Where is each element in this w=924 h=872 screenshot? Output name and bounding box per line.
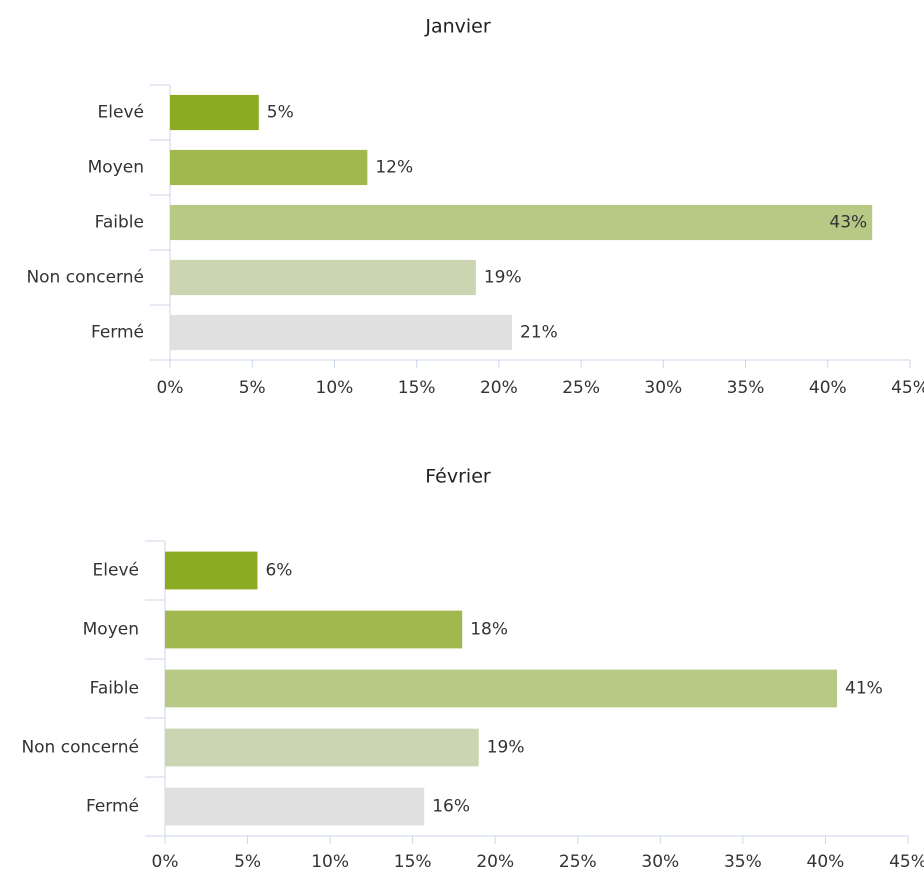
x-tick-label: 0% bbox=[152, 852, 179, 872]
bar bbox=[165, 728, 479, 767]
chart-title: Février bbox=[425, 466, 491, 488]
x-tick-label: 30% bbox=[641, 852, 679, 872]
x-tick-label: 40% bbox=[809, 378, 847, 398]
x-tick-label: 45% bbox=[891, 378, 924, 398]
x-tick-label: 30% bbox=[644, 378, 682, 398]
x-tick-label: 40% bbox=[807, 852, 845, 872]
x-tick-label: 35% bbox=[727, 378, 765, 398]
category-label: Non concerné bbox=[26, 268, 144, 288]
bar bbox=[170, 204, 873, 241]
x-tick-label: 10% bbox=[311, 852, 349, 872]
bar bbox=[165, 610, 463, 649]
category-label: Faible bbox=[95, 213, 144, 233]
bar bbox=[165, 669, 838, 708]
value-label: 6% bbox=[265, 561, 292, 581]
chart-title: Janvier bbox=[424, 16, 491, 38]
category-label: Fermé bbox=[86, 797, 139, 817]
x-tick-label: 20% bbox=[480, 378, 518, 398]
bar bbox=[165, 551, 258, 590]
value-label: 21% bbox=[520, 323, 558, 343]
bar bbox=[170, 259, 476, 296]
x-tick-label: 20% bbox=[476, 852, 514, 872]
value-label: 41% bbox=[845, 679, 883, 699]
value-label: 43% bbox=[829, 213, 867, 233]
x-tick-label: 0% bbox=[157, 378, 184, 398]
x-tick-label: 15% bbox=[394, 852, 432, 872]
bar bbox=[170, 94, 259, 131]
category-label: Moyen bbox=[88, 158, 144, 178]
x-tick-label: 10% bbox=[316, 378, 354, 398]
value-label: 19% bbox=[484, 268, 522, 288]
value-label: 19% bbox=[487, 738, 525, 758]
x-tick-label: 45% bbox=[889, 852, 924, 872]
bar bbox=[170, 149, 368, 186]
category-label: Fermé bbox=[91, 323, 144, 343]
category-label: Elevé bbox=[98, 103, 144, 123]
bar bbox=[170, 314, 513, 351]
value-label: 5% bbox=[267, 103, 294, 123]
value-label: 12% bbox=[375, 158, 413, 178]
bar bbox=[165, 787, 425, 826]
x-tick-label: 15% bbox=[398, 378, 436, 398]
value-label: 16% bbox=[432, 797, 470, 817]
x-tick-label: 5% bbox=[234, 852, 261, 872]
value-label: 18% bbox=[470, 620, 508, 640]
x-tick-label: 35% bbox=[724, 852, 762, 872]
category-label: Elevé bbox=[93, 561, 139, 581]
category-label: Faible bbox=[90, 679, 139, 699]
x-tick-label: 5% bbox=[239, 378, 266, 398]
category-label: Non concerné bbox=[21, 738, 139, 758]
x-tick-label: 25% bbox=[559, 852, 597, 872]
category-label: Moyen bbox=[83, 620, 139, 640]
x-tick-label: 25% bbox=[562, 378, 600, 398]
